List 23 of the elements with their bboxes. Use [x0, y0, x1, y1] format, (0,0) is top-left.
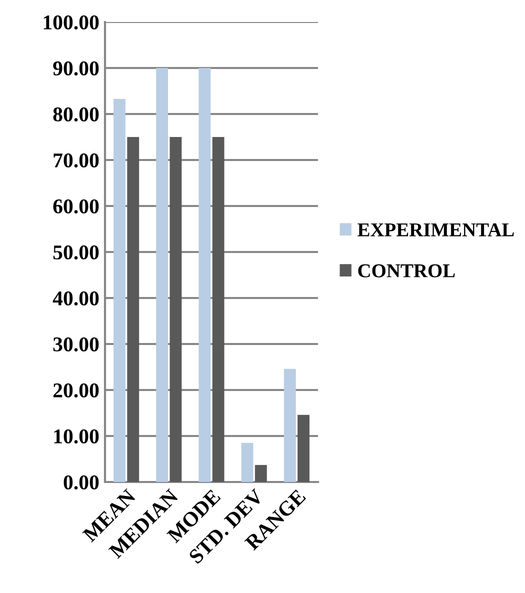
- y-tick-label: 30.00: [53, 337, 99, 352]
- bar: [156, 68, 168, 482]
- bar: [254, 464, 267, 482]
- bar: [212, 137, 224, 482]
- y-tick-label: 20.00: [53, 383, 99, 398]
- y-tick-label: 80.00: [53, 107, 99, 122]
- bar: [114, 98, 126, 482]
- y-tick-label: 100.00: [44, 15, 99, 30]
- y-tick-label: 50.00: [53, 245, 99, 260]
- y-tick-label: 70.00: [54, 153, 99, 168]
- legend-label: CONTROL: [358, 264, 455, 278]
- bar: [298, 414, 310, 482]
- y-tick-label: 10.00: [54, 429, 99, 444]
- bar: [284, 368, 296, 482]
- bar: [241, 442, 254, 482]
- bar: [198, 68, 211, 482]
- bar: [170, 137, 182, 482]
- y-tick-label: 60.00: [53, 199, 99, 214]
- y-tick-label: 90.00: [53, 61, 99, 76]
- y-tick-label: 0.00: [64, 475, 99, 490]
- y-tick-label: 40.00: [52, 291, 99, 306]
- bar: [127, 137, 140, 482]
- legend-label: EXPERIMENTAL: [358, 223, 514, 236]
